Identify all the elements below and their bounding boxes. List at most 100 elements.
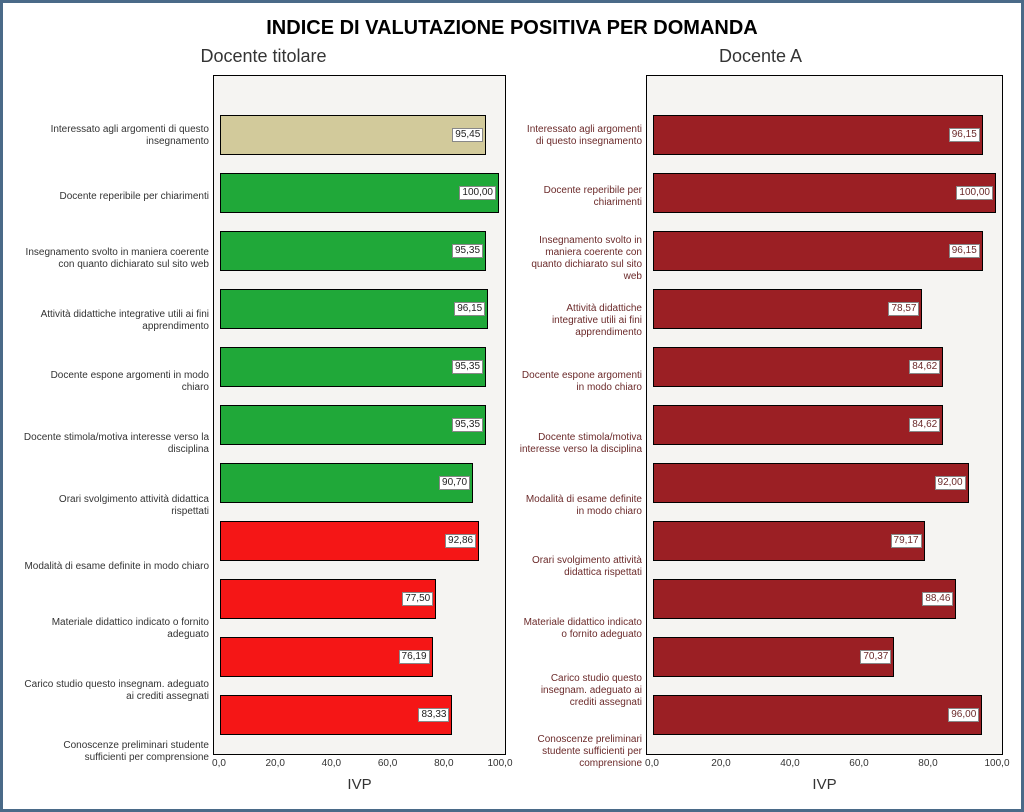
bar-slot: 92,86 (220, 521, 499, 560)
bar: 92,86 (220, 521, 479, 560)
bar-value-label: 90,70 (439, 476, 470, 490)
bar: 96,15 (220, 289, 488, 328)
bar-slot: 95,35 (220, 405, 499, 444)
bar-slot: 84,62 (653, 347, 996, 386)
bar: 100,00 (220, 173, 499, 212)
ylabel: Materiale didattico indicato o fornito a… (518, 598, 646, 660)
bar: 84,62 (653, 347, 943, 386)
bar-value-label: 96,15 (454, 302, 485, 316)
bar: 78,57 (653, 289, 922, 328)
bar-value-label: 70,37 (860, 650, 891, 664)
chart-frame: INDICE DI VALUTAZIONE POSITIVA PER DOMAN… (0, 0, 1024, 812)
ylabel: Docente reperibile per chiarimenti (21, 167, 213, 229)
bar: 95,35 (220, 347, 486, 386)
panel-right: Docente A Interessato agli argomenti di … (518, 46, 1003, 793)
xaxis-tick: 20,0 (711, 758, 730, 769)
bar: 100,00 (653, 173, 996, 212)
ylabel: Orari svolgimento attività didattica ris… (21, 475, 213, 537)
xaxis-tick: 0,0 (645, 758, 659, 769)
ylabel: Docente espone argomenti in modo chiaro (518, 352, 646, 414)
panel-right-chart-area: 96,15100,0096,1578,5784,6284,6292,0079,1… (646, 75, 1003, 755)
bar-slot: 79,17 (653, 521, 996, 560)
bar-value-label: 92,86 (445, 534, 476, 548)
xaxis-tick: 60,0 (378, 758, 397, 769)
bar-value-label: 95,45 (452, 128, 483, 142)
ylabel: Docente stimola/motiva interesse verso l… (518, 413, 646, 475)
panel-left-title: Docente titolare (21, 46, 506, 67)
bar-slot: 78,57 (653, 289, 996, 328)
panel-right-plot: Interessato agli argomenti di questo ins… (518, 75, 1003, 793)
bar-slot: 70,37 (653, 637, 996, 676)
panel-right-xaxis-title: IVP (646, 776, 1003, 793)
bar-slot: 96,15 (653, 231, 996, 270)
bar-value-label: 100,00 (459, 186, 496, 200)
bar-slot: 83,33 (220, 695, 499, 734)
bar-value-label: 78,57 (888, 302, 919, 316)
ylabel: Modalità di esame definite in modo chiar… (518, 475, 646, 537)
bar-slot: 90,70 (220, 463, 499, 502)
xaxis-tick: 40,0 (780, 758, 799, 769)
ylabel: Insegnamento svolto in maniera coerente … (21, 228, 213, 290)
bar: 79,17 (653, 521, 925, 560)
panel-right-ylabels: Interessato agli argomenti di questo ins… (518, 75, 646, 793)
bar-value-label: 100,00 (956, 186, 993, 200)
xaxis-tick: 100,0 (984, 758, 1009, 769)
bar-slot: 100,00 (220, 173, 499, 212)
bar: 88,46 (653, 579, 956, 618)
ylabel: Orari svolgimento attività didattica ris… (518, 536, 646, 598)
xaxis-tick: 0,0 (212, 758, 226, 769)
panel-left-xaxis-title: IVP (213, 776, 506, 793)
bar-value-label: 96,15 (949, 128, 980, 142)
ylabel: Attività didattiche integrative utili ai… (21, 290, 213, 352)
bar: 95,45 (220, 115, 486, 154)
bar: 95,35 (220, 405, 486, 444)
bar: 90,70 (220, 463, 473, 502)
bar: 96,15 (653, 115, 983, 154)
bar-slot: 96,15 (220, 289, 499, 328)
xaxis-tick: 80,0 (918, 758, 937, 769)
bar-slot: 76,19 (220, 637, 499, 676)
xaxis-tick: 60,0 (849, 758, 868, 769)
bar-slot: 95,35 (220, 231, 499, 270)
bar: 95,35 (220, 231, 486, 270)
bar-slot: 100,00 (653, 173, 996, 212)
ylabel: Carico studio questo insegnam. adeguato … (518, 660, 646, 722)
bar-value-label: 84,62 (909, 418, 940, 432)
bar-slot: 95,35 (220, 347, 499, 386)
bar-slot: 96,00 (653, 695, 996, 734)
xaxis-tick: 80,0 (434, 758, 453, 769)
ylabel: Docente espone argomenti in modo chiaro (21, 352, 213, 414)
bar: 83,33 (220, 695, 452, 734)
panel-left-ylabels: Interessato agli argomenti di questo ins… (21, 75, 213, 793)
bar-slot: 95,45 (220, 115, 499, 154)
bar-slot: 96,15 (653, 115, 996, 154)
bar-value-label: 79,17 (891, 534, 922, 548)
bar: 84,62 (653, 405, 943, 444)
panel-right-title: Docente A (518, 46, 1003, 67)
panel-left: Docente titolare Interessato agli argome… (21, 46, 506, 793)
ylabel: Carico studio questo insegnam. adeguato … (21, 660, 213, 722)
bar-value-label: 95,35 (452, 244, 483, 258)
ylabel: Interessato agli argomenti di questo ins… (21, 105, 213, 167)
ylabel: Conoscenze preliminari studente sufficie… (518, 721, 646, 783)
panel-left-chart-area: 95,45 100,00 95,35 96,15 95,35 95,35 90,70 92,8… (213, 75, 506, 755)
ylabel: Modalità di esame definite in modo chiar… (21, 536, 213, 598)
bar-value-label: 84,62 (909, 360, 940, 374)
bar: 70,37 (653, 637, 894, 676)
panel-left-plot: Interessato agli argomenti di questo ins… (21, 75, 506, 793)
ylabel: Insegnamento svolto in maniera coerente … (518, 228, 646, 290)
xaxis-tick: 40,0 (322, 758, 341, 769)
bar: 77,50 (220, 579, 436, 618)
bar-slot: 84,62 (653, 405, 996, 444)
bar-value-label: 96,00 (948, 708, 979, 722)
ylabel: Attività didattiche integrative utili ai… (518, 290, 646, 352)
panel-left-xaxis: 0,020,040,060,080,0100,0 (219, 757, 500, 776)
main-title: INDICE DI VALUTAZIONE POSITIVA PER DOMAN… (21, 17, 1003, 40)
bar-value-label: 76,19 (399, 650, 430, 664)
panels-container: Docente titolare Interessato agli argome… (21, 46, 1003, 793)
bar-slot: 77,50 (220, 579, 499, 618)
bar-value-label: 95,35 (452, 360, 483, 374)
ylabel: Docente stimola/motiva interesse verso l… (21, 413, 213, 475)
ylabel: Interessato agli argomenti di questo ins… (518, 105, 646, 167)
bar-value-label: 96,15 (949, 244, 980, 258)
